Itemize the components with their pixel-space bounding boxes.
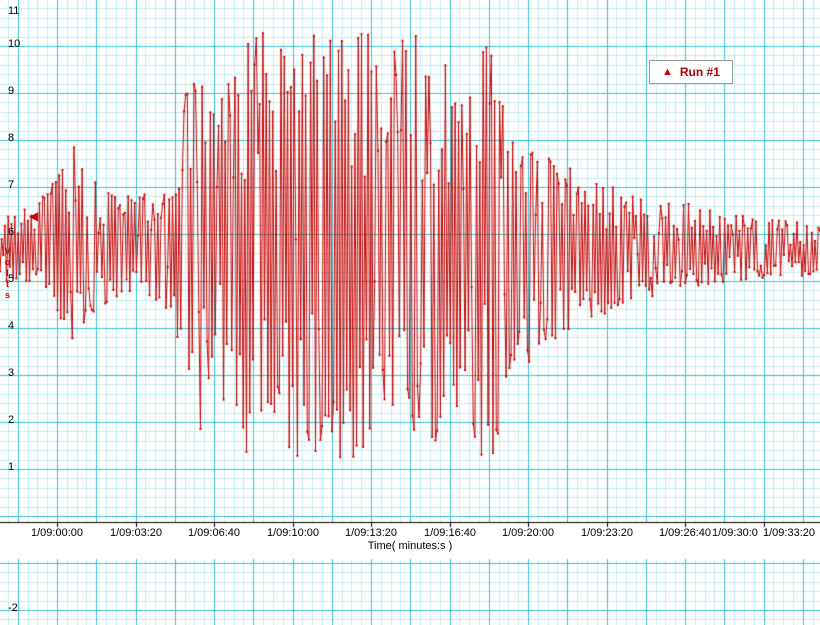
y-tick-label: 1 (8, 461, 15, 473)
y-tick-label: -2 (8, 602, 18, 614)
x-axis-title: Time( minutes:s ) (367, 540, 453, 552)
legend-run-marker-icon: ▲ (662, 65, 673, 78)
x-tick-label: 1/09:10:00 (267, 527, 319, 539)
x-tick-label: 1/09:33:20 (763, 527, 815, 539)
legend[interactable]: ▲ Run #1 (649, 60, 733, 84)
y-tick-label: 5 (8, 273, 15, 285)
y-tick-label: 6 (8, 226, 15, 238)
x-tick-label: 1/09:26:40 (659, 527, 711, 539)
x-tick-label: 1/09:06:40 (188, 527, 240, 539)
y-tick-label: 10 (8, 38, 21, 50)
legend-run-label: Run #1 (679, 65, 720, 79)
channel-cursor-icon[interactable]: ◀ (29, 209, 39, 223)
y-tick-label: 2 (8, 414, 15, 426)
y-tick-label: 8 (8, 132, 15, 144)
x-tick-label: 1/09:30:0 (712, 527, 758, 539)
x-tick-label: 1/09:03:20 (110, 527, 162, 539)
y-tick-label: 11 (8, 5, 20, 17)
y-axis-unit-label: V o l t s (4, 246, 11, 300)
x-tick-label: 1/09:16:40 (424, 527, 476, 539)
x-tick-label: 1/09:20:00 (502, 527, 554, 539)
y-tick-label: 4 (8, 320, 15, 332)
x-tick-label: 1/09:00:00 (31, 527, 83, 539)
y-tick-label: 9 (8, 85, 15, 97)
y-tick-label: 7 (8, 179, 15, 191)
x-tick-label: 1/09:13:20 (345, 527, 397, 539)
y-tick-label: 3 (8, 367, 15, 379)
x-tick-label: 1/09:23:20 (581, 527, 633, 539)
